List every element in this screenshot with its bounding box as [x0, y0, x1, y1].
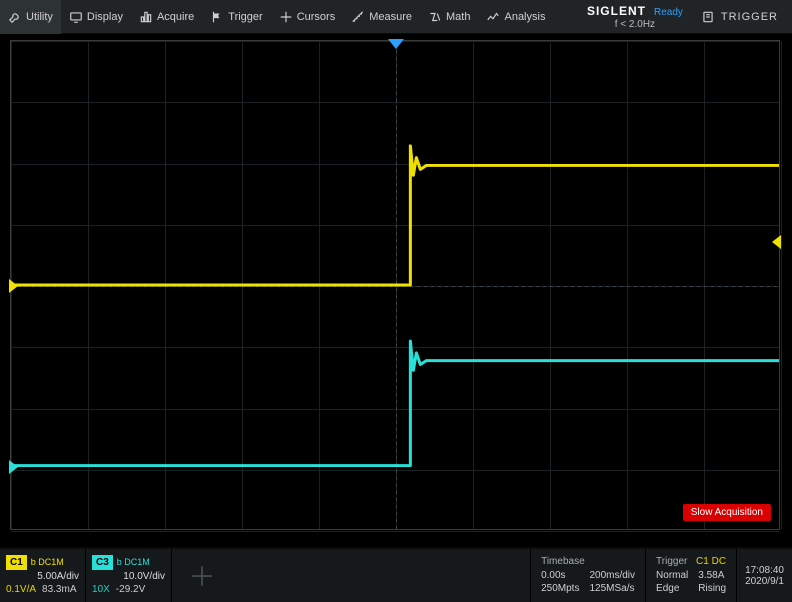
cursors-icon [279, 10, 293, 24]
trigger-sweep: Normal [656, 569, 688, 583]
cursor-placeholder [172, 549, 232, 602]
trigger-button-label: TRIGGER [721, 11, 778, 23]
bottom-info-bar: C1 b DC1M 5.00A/div 0.1V/A 83.3mA C3 b D… [0, 547, 792, 602]
trigger-setup-icon [701, 10, 715, 24]
timebase-tdiv: 200ms/div [589, 569, 635, 583]
timebase-mem: 250Mpts [541, 582, 579, 596]
menu-label: Utility [26, 11, 53, 23]
menu-cursors[interactable]: Cursors [271, 0, 344, 34]
menu-trigger[interactable]: Trigger [202, 0, 270, 34]
c3-scale: 10.0V/div [92, 570, 165, 583]
c1-badge: C1 [6, 555, 27, 570]
channel-c1-panel[interactable]: C1 b DC1M 5.00A/div 0.1V/A 83.3mA [0, 549, 86, 602]
menu-utility[interactable]: Utility [0, 0, 61, 34]
c3-badge: C3 [92, 555, 113, 570]
bottom-spacer [232, 549, 530, 602]
menu-label: Math [446, 11, 470, 23]
menu-label: Acquire [157, 11, 194, 23]
channel-c3-panel[interactable]: C3 b DC1M 10.0V/div 10X -29.2V [86, 549, 172, 602]
c1-trace [11, 41, 779, 529]
flag-icon [210, 10, 224, 24]
brand-status-block: SIGLENT Ready f < 2.0Hz [579, 3, 691, 29]
c3-offset: -29.2V [116, 583, 145, 596]
timebase-delay: 0.00s [541, 569, 579, 583]
trigger-type: Edge [656, 582, 688, 596]
trigger-mode: C1 DC [696, 555, 726, 569]
menu-math[interactable]: Math [420, 0, 478, 34]
trigger-level: 3.58A [698, 569, 726, 583]
clock-date: 2020/9/1 [745, 576, 784, 587]
c1-offset: 83.3mA [42, 583, 76, 596]
trigger-button[interactable]: TRIGGER [691, 0, 792, 34]
c1-probe: 0.1V/A [6, 583, 36, 596]
timebase-title: Timebase [541, 555, 635, 569]
trigger-slope: Rising [698, 582, 726, 596]
menu-label: Analysis [504, 11, 545, 23]
analysis-icon [486, 10, 500, 24]
math-icon [428, 10, 442, 24]
acquire-icon [139, 10, 153, 24]
menu-label: Trigger [228, 11, 262, 23]
display-icon [69, 10, 83, 24]
c1-scale: 5.00A/div [6, 570, 79, 583]
sample-rate: f < 2.0Hz [615, 19, 655, 30]
run-status: Ready [654, 7, 683, 18]
menu-analysis[interactable]: Analysis [478, 0, 553, 34]
c3-coupling: b DC1M [117, 557, 150, 569]
timebase-sa: 125MSa/s [589, 582, 635, 596]
menu-measure[interactable]: Measure [343, 0, 420, 34]
c3-probe: 10X [92, 583, 110, 596]
menu-label: Display [87, 11, 123, 23]
menu-label: Measure [369, 11, 412, 23]
menu-bar: Utility Display Acquire Trigger Cursors … [0, 0, 792, 34]
trigger-title: Trigger [656, 555, 687, 569]
timebase-block[interactable]: Timebase 0.00s 200ms/div 250Mpts 125MSa/… [530, 549, 645, 602]
wrench-icon [8, 10, 22, 24]
slow-acquisition-badge: Slow Acquisition [683, 504, 771, 521]
menu-label: Cursors [297, 11, 336, 23]
measure-icon [351, 10, 365, 24]
c1-coupling: b DC1M [31, 557, 64, 569]
brand-name: SIGLENT [587, 5, 646, 18]
clock-time: 17:08:40 [745, 565, 784, 576]
trigger-info-block[interactable]: Trigger C1 DC Normal 3.58A Edge Rising [645, 549, 736, 602]
clock-block: 17:08:40 2020/9/1 [736, 549, 792, 602]
waveform-display[interactable]: Slow Acquisition [10, 40, 780, 530]
menu-display[interactable]: Display [61, 0, 131, 34]
menu-acquire[interactable]: Acquire [131, 0, 202, 34]
